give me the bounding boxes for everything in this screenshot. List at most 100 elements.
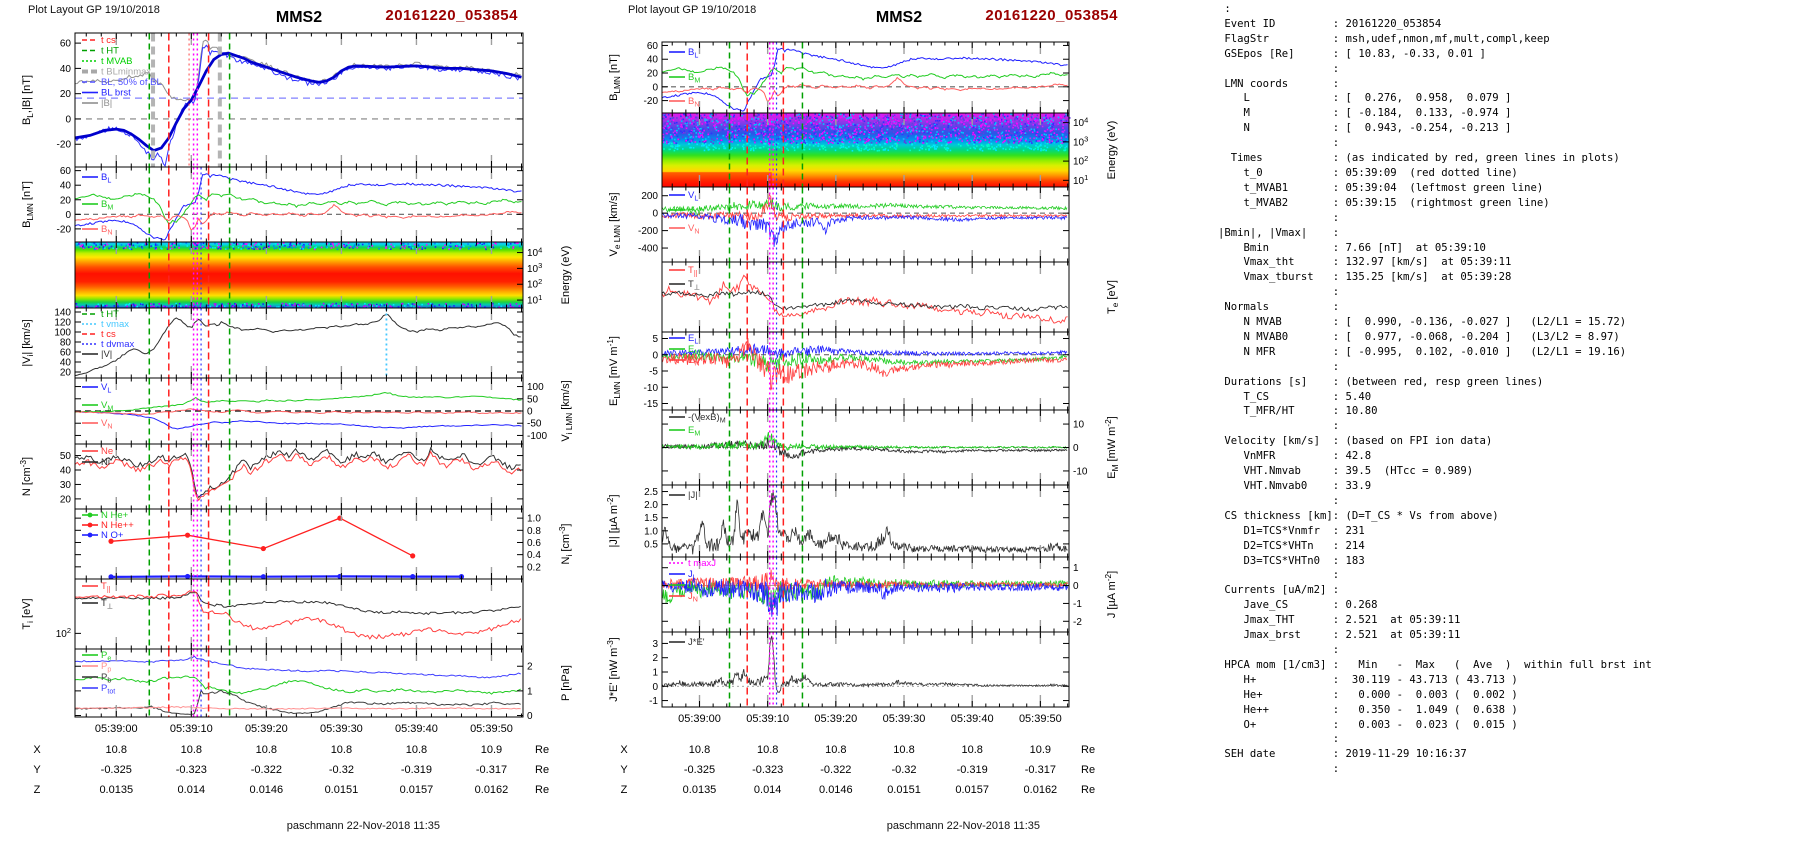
- svg-text:Re: Re: [1081, 764, 1095, 776]
- svg-text:3: 3: [652, 639, 658, 650]
- svg-text:Re: Re: [535, 764, 549, 776]
- svg-text:05:39:20: 05:39:20: [245, 723, 288, 735]
- svg-text:N He++: N He++: [101, 520, 134, 531]
- svg-text:10.8: 10.8: [331, 744, 352, 756]
- svg-text:BL: BL: [101, 172, 111, 185]
- svg-text:Re: Re: [1081, 744, 1095, 756]
- svg-text:t vmax: t vmax: [101, 319, 129, 330]
- series-N-Hepp: [108, 515, 416, 559]
- position-row-X: X 10.8 10.8 10.8 10.8 10.8 10.9 Re: [33, 744, 549, 756]
- svg-text:Re: Re: [1081, 784, 1095, 796]
- svg-text:200: 200: [641, 191, 658, 202]
- svg-text:2.0: 2.0: [644, 500, 658, 511]
- svg-text:JM: JM: [688, 580, 699, 593]
- panel-b-lmn: -20 0 20 40 60 BLMN [nT] BL BM BN: [608, 41, 1070, 114]
- svg-text:-(VexB)M: -(VexB)M: [688, 412, 726, 425]
- svg-text:-10: -10: [1073, 466, 1088, 477]
- svg-text:20: 20: [60, 195, 72, 206]
- svg-text:1: 1: [527, 686, 533, 697]
- svg-text:-20: -20: [57, 140, 72, 151]
- svg-text:0: 0: [652, 209, 658, 220]
- svg-text:BN: BN: [688, 96, 699, 109]
- svg-text:10.8: 10.8: [757, 744, 778, 756]
- svg-text:0.0157: 0.0157: [400, 784, 434, 796]
- svg-text:05:39:50: 05:39:50: [1019, 713, 1062, 725]
- event-id-label-middle: 20161220_053854: [985, 7, 1118, 24]
- svg-text:102: 102: [56, 626, 71, 640]
- series-B-N: [75, 203, 522, 232]
- svg-text:-0.32: -0.32: [329, 764, 354, 776]
- svg-text:-10: -10: [644, 383, 659, 394]
- svg-text:BM: BM: [101, 199, 113, 212]
- svg-text:J*E' [nW m-3]: J*E' [nW m-3]: [606, 637, 620, 701]
- panel-ion-spectrogram: 104 103 102 101 Energy (eV): [74, 241, 572, 310]
- svg-text:Ni: Ni: [101, 457, 110, 468]
- svg-text:JL: JL: [688, 569, 697, 582]
- position-row-Z: Z 0.0135 0.014 0.0146 0.0151 0.0157 0.0162 Re: [34, 784, 549, 796]
- svg-text:T||: T||: [688, 265, 698, 278]
- svg-text:Re: Re: [535, 784, 549, 796]
- svg-text:20: 20: [647, 69, 659, 80]
- series-Ne: [75, 450, 522, 502]
- svg-text:VL: VL: [688, 190, 698, 203]
- svg-text:-0.323: -0.323: [752, 764, 783, 776]
- svg-text:05:39:10: 05:39:10: [170, 723, 213, 735]
- panel-exb-em: 10 0 -10 EM [mW m-2] -(VexB)MEM: [661, 409, 1120, 486]
- series-N-Op: [108, 573, 465, 579]
- svg-text:2.5: 2.5: [644, 487, 658, 498]
- svg-text:10: 10: [1073, 420, 1085, 431]
- panel-e-spectrogram: 104 103 102 101 Energy (eV): [661, 112, 1118, 188]
- svg-text:-100: -100: [527, 431, 547, 442]
- svg-text:-0.322: -0.322: [820, 764, 851, 776]
- svg-text:BL, 50% of BL: BL, 50% of BL: [101, 77, 162, 88]
- svg-text:-20: -20: [644, 96, 659, 107]
- svg-text:Re: Re: [535, 744, 549, 756]
- svg-text:0.0135: 0.0135: [683, 784, 717, 796]
- panel-n-minor-ions: 1.00.80.60.40.2 Ni [cm-3] N He+N He++N O+: [74, 508, 574, 580]
- svg-text:-0.319: -0.319: [401, 764, 432, 776]
- panel-te: Te [eV] T||T⊥: [661, 261, 1120, 333]
- svg-text:10.8: 10.8: [689, 744, 710, 756]
- svg-text:10.8: 10.8: [181, 744, 202, 756]
- svg-text:N [cm-3]: N [cm-3]: [19, 457, 33, 496]
- svg-text:-0.319: -0.319: [957, 764, 988, 776]
- svg-text:2: 2: [652, 653, 658, 664]
- svg-text:40: 40: [60, 358, 72, 369]
- svg-text:05:39:10: 05:39:10: [746, 713, 789, 725]
- time-axis-labels: 05:39:00 05:39:10 05:39:20 05:39:30 05:39:40…: [678, 713, 1062, 725]
- svg-text:0.0146: 0.0146: [819, 784, 853, 796]
- series-B-M: [662, 66, 1068, 97]
- svg-text:-0.317: -0.317: [1025, 764, 1056, 776]
- svg-text:t cs: t cs: [101, 329, 116, 340]
- svg-text:|V|: |V|: [101, 349, 112, 360]
- svg-text:Ve LMN [km/s]: Ve LMN [km/s]: [608, 192, 622, 256]
- plot-layout-label-left: Plot Layout GP 19/10/2018: [28, 4, 160, 16]
- svg-text:EN: EN: [688, 355, 699, 368]
- svg-text:-1: -1: [649, 696, 658, 707]
- svg-text:0: 0: [65, 210, 71, 221]
- svg-text:Te [eV]: Te [eV]: [1106, 280, 1120, 314]
- svg-text:0.0135: 0.0135: [99, 784, 133, 796]
- svg-text:|Vi| [km/s]: |Vi| [km/s]: [21, 319, 35, 366]
- credit-label-middle: paschmann 22-Nov-2018 11:35: [886, 820, 1040, 832]
- svg-text:BLMN [nT]: BLMN [nT]: [608, 54, 622, 101]
- series-P-b: [75, 688, 521, 715]
- svg-text:Energy (eV): Energy (eV): [560, 246, 572, 305]
- svg-text:-400: -400: [638, 244, 658, 255]
- svg-text:0: 0: [527, 711, 533, 722]
- svg-text:-20: -20: [57, 224, 72, 235]
- svg-text:N He+: N He+: [101, 510, 129, 521]
- figure-left: Plot Layout GP 19/10/2018 MMS2 20161220_…: [0, 0, 598, 841]
- event-info-panel: : Event ID : 20161220_053854 FlagStr : m…: [1218, 3, 1652, 776]
- svg-text:Vi LMN [km/s]: Vi LMN [km/s]: [560, 380, 574, 441]
- svg-text:30: 30: [60, 480, 72, 491]
- svg-text:t HT: t HT: [101, 309, 119, 320]
- svg-text:-0.323: -0.323: [176, 764, 207, 776]
- svg-text:-5: -5: [649, 367, 658, 378]
